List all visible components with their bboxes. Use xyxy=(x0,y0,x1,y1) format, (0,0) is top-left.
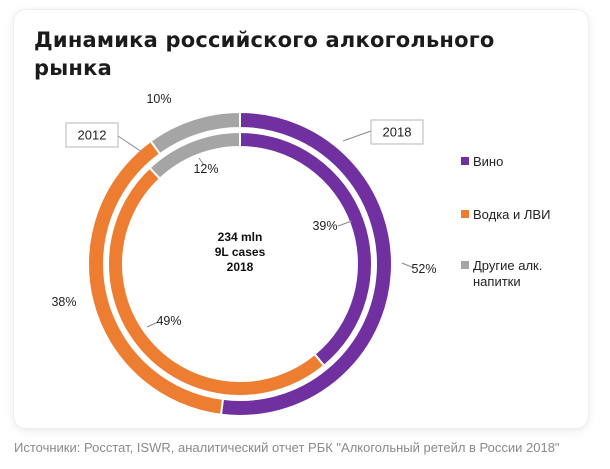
legend-swatch-other xyxy=(461,261,469,269)
legend-label-wine: Вино xyxy=(473,154,503,169)
outer-label-vodka: 38% xyxy=(51,295,76,309)
legend-label-other-line-1: Другие алк. xyxy=(473,258,542,273)
legend-label-vodka: Водка и ЛВИ xyxy=(473,207,550,222)
inner-label-wine: 39% xyxy=(312,219,337,233)
inner-leader-line-wine xyxy=(337,220,353,227)
year-label-inner-box xyxy=(65,122,119,148)
inner-label-other: 12% xyxy=(193,162,218,176)
inner-label-vodka: 49% xyxy=(156,314,181,328)
center-label-line-2: 9L cases xyxy=(215,245,266,259)
year-label-outer-box xyxy=(370,119,424,145)
outer-ring-slice-other xyxy=(149,110,241,156)
center-label-line-3: 2018 xyxy=(227,260,254,274)
outer-label-wine: 52% xyxy=(411,262,436,276)
center-label-line-1: 234 mln xyxy=(218,230,263,244)
chart-title-line-1: Динамика российского алкогольного xyxy=(34,28,495,52)
year-label-outer-leader xyxy=(342,130,372,142)
year-label-outer-text: 2018 xyxy=(383,125,412,140)
year-label-inner-leader xyxy=(117,135,143,153)
chart-title-line-2: рынка xyxy=(34,56,112,80)
legend-swatch-wine xyxy=(461,157,469,165)
inner-ring-slice-other xyxy=(148,130,241,181)
chart-title: Динамика российского алкогольного рынка xyxy=(34,26,504,82)
year-label-inner-text: 2012 xyxy=(78,128,107,143)
inner-leader-line-other xyxy=(198,157,205,166)
source-note: Источники: Росстат, ISWR, аналитический … xyxy=(14,440,560,455)
legend-swatch-vodka xyxy=(461,210,469,218)
inner-leader-line-vodka xyxy=(146,321,159,328)
outer-leader-line-wine xyxy=(401,262,415,269)
outer-label-other: 10% xyxy=(146,92,171,106)
legend-label-other-line-2: напитки xyxy=(473,274,521,289)
